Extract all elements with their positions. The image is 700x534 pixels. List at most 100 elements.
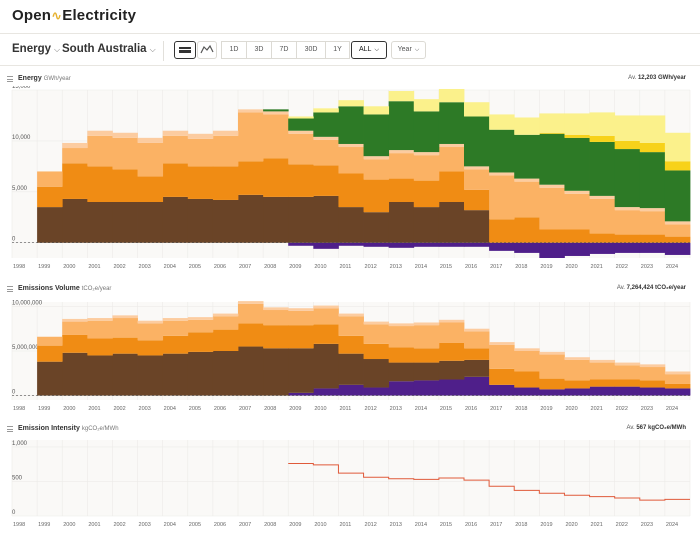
energy-bar-segment — [413, 207, 440, 243]
energy-xtick-label: 2014 — [415, 264, 427, 270]
emissions-bar-segment — [37, 361, 63, 396]
energy-bar-segment — [438, 143, 465, 148]
range-3d-button[interactable]: 3D — [246, 41, 271, 59]
emissions-bar-segment — [338, 313, 364, 317]
energy-xtick-label: 2013 — [390, 264, 402, 270]
energy-bar-segment — [363, 212, 390, 243]
intensity-xtick-label: 1999 — [38, 522, 50, 528]
energy-panel-title: Energy GWh/year — [18, 75, 71, 82]
energy-bar-segment — [614, 207, 641, 211]
energy-bar-segment — [212, 199, 239, 243]
energy-bar-segment — [438, 88, 465, 103]
region-select[interactable]: South Australia ⌵ — [62, 43, 156, 55]
energy-bar-segment — [664, 224, 691, 237]
energy-bar-segment — [589, 141, 616, 196]
range-1y-button[interactable]: 1Y — [325, 41, 350, 59]
emissions-avg-label: Av. — [616, 285, 625, 291]
emissions-bar-segment — [388, 362, 415, 382]
emissions-bar-segment — [514, 348, 540, 351]
energy-xtick-label: 2004 — [164, 264, 176, 270]
energy-bar-segment — [288, 133, 314, 165]
metric-select[interactable]: Energy ⌵ — [12, 43, 60, 55]
energy-bar-segment — [238, 194, 264, 243]
energy-bar-segment — [464, 242, 490, 247]
emissions-ytick-label: 5,000,000 — [12, 345, 39, 351]
range-1d-button[interactable]: 1D — [221, 41, 246, 59]
emissions-bar-segment — [388, 381, 415, 396]
emissions-bar-segment — [137, 355, 164, 396]
energy-bar-segment — [388, 242, 415, 248]
energy-bar-segment — [614, 149, 641, 208]
emissions-xtick-label: 2009 — [289, 406, 301, 412]
emissions-chart: 0 5,000,000 10,000,000 1998 1999 2000 2001 2002… — [11, 300, 691, 412]
emissions-bar-segment — [614, 365, 641, 380]
emissions-bar-segment — [338, 353, 364, 385]
range-all-select[interactable]: ALL ⌵ — [351, 41, 387, 59]
energy-xtick-label: 1999 — [38, 264, 50, 270]
energy-xtick-label: 2007 — [239, 264, 251, 270]
emissions-series-gas-ocgt- — [62, 301, 691, 375]
emissions-bar-segment — [489, 368, 515, 385]
energy-bar-segment — [464, 102, 490, 117]
emissions-bar-segment — [388, 323, 415, 327]
energy-bar-segment — [112, 169, 138, 202]
emissions-bar-segment — [413, 380, 440, 396]
energy-bar-segment — [388, 153, 415, 179]
emissions-bar-segment — [614, 362, 641, 366]
energy-bar-segment — [338, 207, 364, 243]
emissions-bar-segment — [263, 310, 289, 326]
intensity-xtick-label: 2013 — [390, 522, 402, 528]
energy-bar-segment — [589, 112, 616, 136]
energy-ytick-label: 15,000 — [12, 86, 31, 90]
emissions-bar-segment — [313, 308, 339, 325]
energy-series-solar-rooftop- — [288, 88, 691, 162]
emissions-bar-segment — [464, 348, 490, 360]
menu-icon[interactable] — [7, 426, 13, 432]
energy-bar-segment — [639, 142, 666, 153]
energy-xtick-label: 2011 — [339, 264, 351, 270]
intensity-xtick-label: 2014 — [415, 522, 427, 528]
emissions-bar-segment — [162, 353, 189, 396]
intensity-line — [288, 462, 690, 501]
energy-bar-segment — [564, 193, 590, 230]
interval-select[interactable]: Year ⌵ — [391, 41, 426, 59]
emissions-bar-segment — [489, 342, 515, 345]
emissions-bar-segment — [238, 346, 264, 396]
emissions-bar-segment — [464, 359, 490, 377]
emissions-bar-segment — [514, 371, 540, 388]
emissions-bar-segment — [87, 318, 113, 321]
menu-icon[interactable] — [7, 76, 13, 82]
emissions-bar-segment — [464, 328, 490, 332]
chevron-down-icon: ⌵ — [54, 45, 61, 54]
energy-bar-segment — [313, 136, 339, 140]
emissions-bar-segment — [539, 378, 565, 390]
emissions-bar-segment — [388, 326, 415, 348]
energy-bar-segment — [313, 242, 339, 249]
emissions-bar-segment — [413, 348, 440, 363]
emissions-series-gas-ccgt- — [37, 323, 691, 390]
emissions-bar-segment — [639, 367, 666, 381]
emissions-series-gas-steam- — [37, 303, 691, 384]
energy-xtick-label: 2024 — [666, 264, 678, 270]
emissions-bar-segment — [137, 323, 164, 341]
chart-type-stacked-button[interactable] — [174, 41, 196, 59]
emissions-xtick-label: 2022 — [616, 406, 628, 412]
emissions-bar-segment — [87, 338, 113, 356]
intensity-xtick-label: 2006 — [214, 522, 226, 528]
range-7d-button[interactable]: 7D — [271, 41, 296, 59]
menu-icon[interactable] — [7, 286, 13, 292]
range-30d-button[interactable]: 30D — [296, 41, 325, 59]
energy-bar-segment — [162, 130, 189, 136]
energy-bar-segment — [564, 134, 590, 138]
energy-bar-segment — [137, 202, 164, 243]
emissions-bar-segment — [238, 303, 264, 324]
energy-bar-segment — [664, 236, 691, 243]
emissions-bar-segment — [438, 322, 465, 343]
emissions-bar-segment — [589, 359, 616, 363]
energy-bar-segment — [489, 172, 515, 176]
logo[interactable]: Open∿Electricity — [12, 7, 136, 24]
emissions-xtick-label: 1998 — [13, 406, 25, 412]
energy-xtick-label: 2021 — [591, 264, 603, 270]
line-chart-icon — [200, 44, 214, 54]
chart-type-line-button[interactable] — [197, 41, 217, 59]
